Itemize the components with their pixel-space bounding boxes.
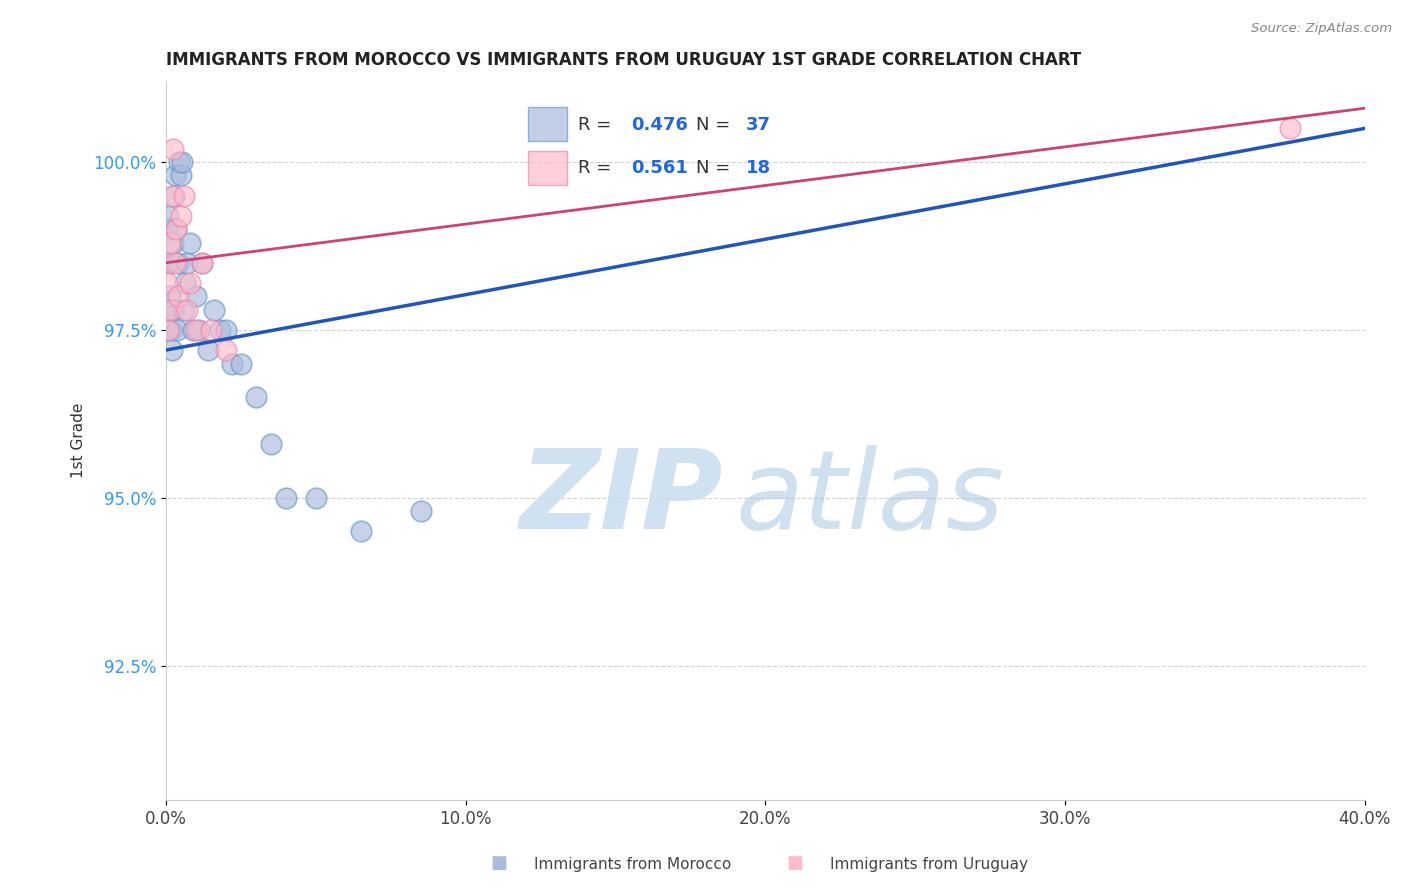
Point xyxy=(191,256,214,270)
Point xyxy=(157,209,180,223)
Point xyxy=(160,343,183,357)
Point xyxy=(166,323,188,337)
Point xyxy=(165,222,187,236)
Point xyxy=(159,235,181,250)
Point xyxy=(159,289,181,303)
Point xyxy=(181,323,204,337)
Text: ■: ■ xyxy=(786,855,803,872)
Point xyxy=(200,323,222,337)
Point xyxy=(163,188,186,202)
Text: Immigrants from Uruguay: Immigrants from Uruguay xyxy=(830,857,1028,872)
Point xyxy=(157,323,180,337)
Point xyxy=(170,209,193,223)
Text: Immigrants from Morocco: Immigrants from Morocco xyxy=(534,857,731,872)
Point xyxy=(176,256,198,270)
Point xyxy=(215,323,238,337)
Point xyxy=(170,169,193,183)
Point xyxy=(197,343,219,357)
Point xyxy=(215,343,238,357)
Point xyxy=(187,323,209,337)
Point xyxy=(169,155,191,169)
Point xyxy=(260,437,283,451)
Point xyxy=(156,276,179,290)
Text: ■: ■ xyxy=(491,855,508,872)
Point xyxy=(163,169,186,183)
Point xyxy=(245,390,267,404)
Point xyxy=(1278,121,1301,136)
Point xyxy=(163,256,186,270)
Point xyxy=(162,142,184,156)
Point xyxy=(176,302,198,317)
Point xyxy=(274,491,297,505)
Point xyxy=(184,323,207,337)
Point xyxy=(202,302,225,317)
Text: ZIP: ZIP xyxy=(520,445,724,552)
Point xyxy=(159,302,181,317)
Point xyxy=(179,276,201,290)
Point xyxy=(179,235,201,250)
Text: Source: ZipAtlas.com: Source: ZipAtlas.com xyxy=(1251,22,1392,36)
Y-axis label: 1st Grade: 1st Grade xyxy=(72,403,86,478)
Text: atlas: atlas xyxy=(735,445,1004,552)
Text: IMMIGRANTS FROM MOROCCO VS IMMIGRANTS FROM URUGUAY 1ST GRADE CORRELATION CHART: IMMIGRANTS FROM MOROCCO VS IMMIGRANTS FR… xyxy=(166,51,1081,69)
Point xyxy=(173,188,195,202)
Point xyxy=(208,323,231,337)
Point xyxy=(172,155,194,169)
Point xyxy=(167,256,190,270)
Point xyxy=(162,302,184,317)
Point xyxy=(184,289,207,303)
Point xyxy=(160,323,183,337)
Point xyxy=(191,256,214,270)
Point xyxy=(350,524,373,539)
Point xyxy=(173,302,195,317)
Point xyxy=(156,222,179,236)
Point xyxy=(162,235,184,250)
Point xyxy=(159,302,181,317)
Point xyxy=(221,357,243,371)
Point xyxy=(165,222,187,236)
Point xyxy=(167,289,190,303)
Point xyxy=(229,357,252,371)
Point xyxy=(409,504,432,518)
Point xyxy=(160,188,183,202)
Point xyxy=(174,276,197,290)
Point xyxy=(157,256,180,270)
Point xyxy=(305,491,328,505)
